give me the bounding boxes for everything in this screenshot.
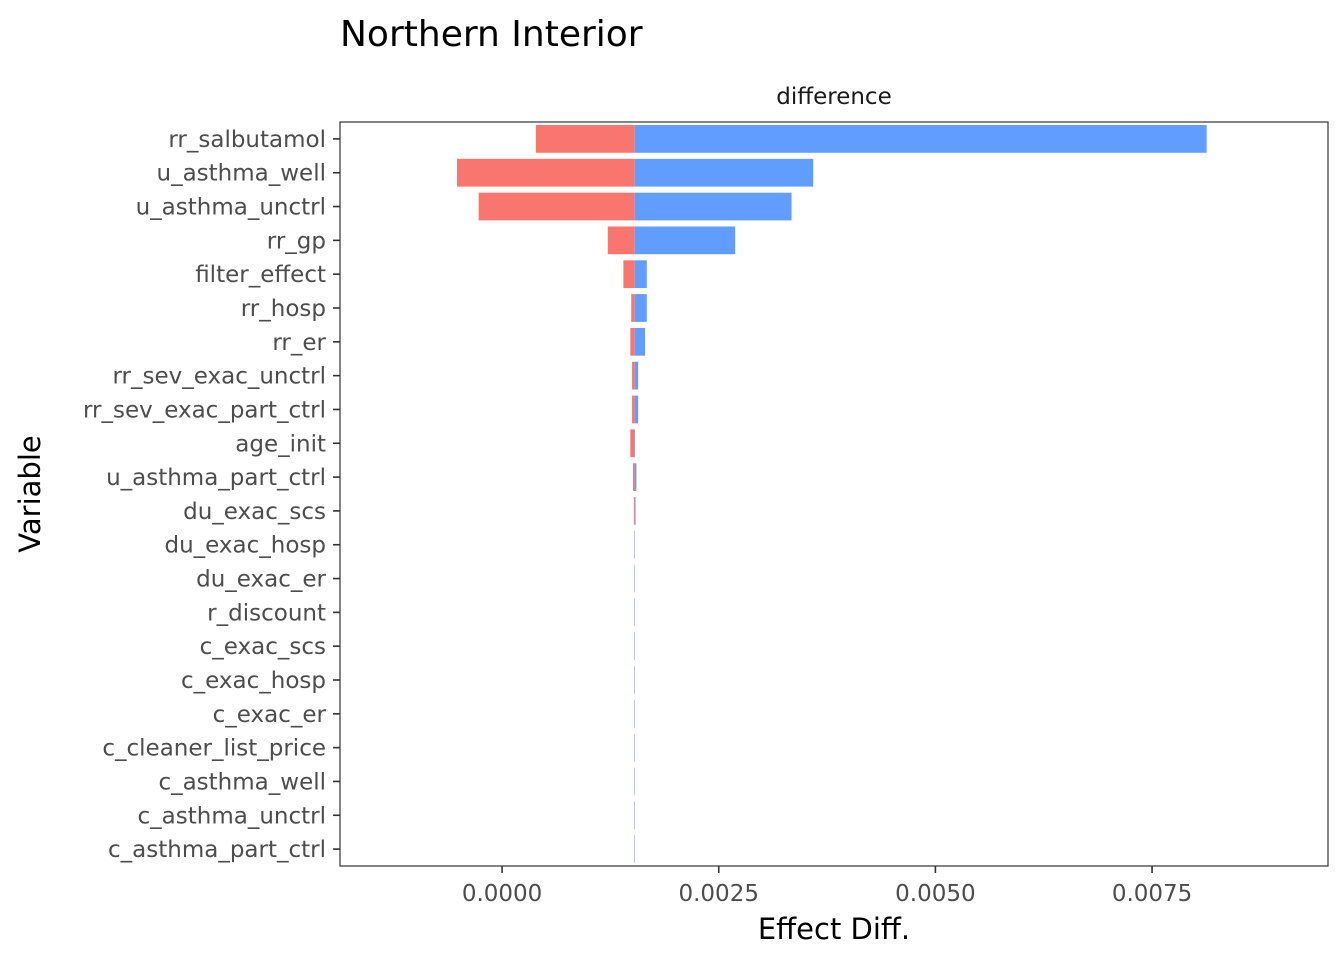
y-tick-label: c_exac_hosp — [181, 668, 326, 694]
y-tick-label: filter_effect — [195, 262, 326, 288]
bar-low-u_asthma_part_ctrl — [632, 463, 635, 491]
x-axis-label: Effect Diff. — [758, 912, 910, 946]
x-axis: 0.0000 0.0025 0.0050 0.0075 — [462, 866, 1192, 907]
bar-high-rr_er — [634, 327, 646, 356]
x-tick-label: 0.0025 — [678, 881, 758, 907]
bar-low-u_asthma_well — [457, 158, 635, 187]
y-tick-label: du_exac_er — [196, 567, 326, 593]
y-tick-label: du_exac_hosp — [164, 533, 326, 559]
bar-high-rr_gp — [634, 226, 736, 255]
y-tick-label: c_cleaner_list_price — [102, 736, 326, 762]
y-tick-label: c_exac_scs — [200, 634, 326, 660]
x-tick-label: 0.0000 — [462, 881, 542, 907]
y-tick-label: u_asthma_unctrl — [136, 195, 326, 221]
bar-low-rr_er — [630, 327, 635, 356]
bar-low-rr_salbutamol — [535, 125, 635, 153]
bar-low-filter_effect — [623, 260, 635, 289]
bar-low-rr_hosp — [631, 294, 635, 322]
bar-high-u_asthma_unctrl — [634, 192, 792, 221]
y-tick-label: c_asthma_well — [158, 769, 326, 795]
plot-panel-border — [339, 121, 1329, 867]
y-tick-label: r_discount — [207, 600, 326, 626]
y-tick-label: u_asthma_part_ctrl — [106, 465, 326, 491]
bar-low-age_init — [630, 429, 635, 458]
bar-low-u_asthma_unctrl — [478, 192, 635, 221]
x-tick-label: 0.0075 — [1112, 881, 1192, 907]
bar-high-filter_effect — [634, 260, 647, 289]
y-tick-label: rr_sev_exac_part_ctrl — [83, 397, 326, 423]
y-axis: rr_salbutamol u_asthma_well u_asthma_unctr… — [83, 127, 340, 863]
y-tick-label: rr_sev_exac_unctrl — [112, 364, 326, 390]
bar-low-du_exac_scs — [633, 497, 635, 525]
y-tick-label: c_asthma_part_ctrl — [108, 837, 326, 863]
bar-high-rr_salbutamol — [634, 125, 1207, 153]
y-tick-label: rr_salbutamol — [168, 127, 326, 153]
y-tick-label: u_asthma_well — [157, 161, 327, 187]
bar-low-rr_sev_exac_unctrl — [632, 361, 635, 390]
bar-high-rr_sev_exac_part_ctrl — [634, 395, 639, 424]
y-axis-label: Variable — [13, 435, 47, 552]
chart-title: Northern Interior — [340, 14, 643, 55]
bar-high-u_asthma_part_ctrl — [634, 463, 637, 491]
facet-strip-label: difference — [776, 84, 891, 110]
bar-low-rr_sev_exac_part_ctrl — [632, 395, 635, 424]
x-tick-label: 0.0050 — [895, 881, 975, 907]
y-tick-label: c_exac_er — [213, 702, 327, 728]
bar-high-u_asthma_well — [634, 158, 814, 187]
bar-high-rr_hosp — [634, 294, 647, 322]
y-tick-label: rr_er — [272, 330, 326, 356]
y-tick-label: rr_hosp — [241, 296, 326, 322]
bars-layer — [457, 125, 1207, 863]
y-tick-label: age_init — [235, 431, 326, 457]
y-tick-label: rr_gp — [267, 228, 326, 254]
bar-high-rr_sev_exac_unctrl — [634, 361, 639, 390]
bar-low-rr_gp — [607, 226, 635, 255]
bar-high-du_exac_scs — [634, 497, 636, 525]
y-tick-label: c_asthma_unctrl — [138, 803, 326, 829]
y-tick-label: du_exac_scs — [183, 499, 326, 525]
